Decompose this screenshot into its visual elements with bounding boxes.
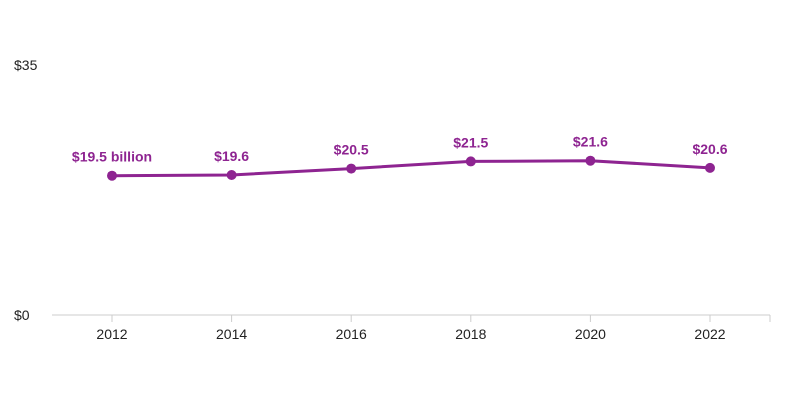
- x-tick-label: 2016: [336, 326, 367, 342]
- data-point: [107, 170, 117, 181]
- series-line: [110, 159, 712, 178]
- x-tick-label: 2022: [694, 326, 725, 342]
- data-point: [705, 162, 715, 173]
- data-label: $19.6: [214, 148, 249, 164]
- data-label: $21.6: [573, 134, 608, 150]
- data-label: $20.5: [334, 142, 369, 158]
- data-label: $21.5: [453, 134, 488, 150]
- x-tick-label: 2020: [575, 326, 606, 342]
- data-label: $20.6: [692, 141, 727, 157]
- y-tick-label: $35: [14, 57, 38, 73]
- data-label: $19.5 billion: [72, 149, 152, 165]
- x-tick-label: 2014: [216, 326, 247, 342]
- data-point: [226, 170, 237, 180]
- x-tick-label: 2018: [455, 326, 486, 342]
- data-label-layer: $19.5 billion $19.6 $20.5 $21.5 $21.6 $20.6: [72, 134, 728, 165]
- data-point: [465, 156, 476, 167]
- series-layer: [107, 155, 715, 181]
- axis-layer: 2012 2014 2016 2018 2020 2022 $0 $35: [14, 57, 771, 342]
- data-point: [585, 155, 596, 166]
- y-tick-label: $0: [14, 307, 30, 323]
- data-point: [346, 163, 357, 174]
- x-tick-label: 2012: [96, 326, 127, 342]
